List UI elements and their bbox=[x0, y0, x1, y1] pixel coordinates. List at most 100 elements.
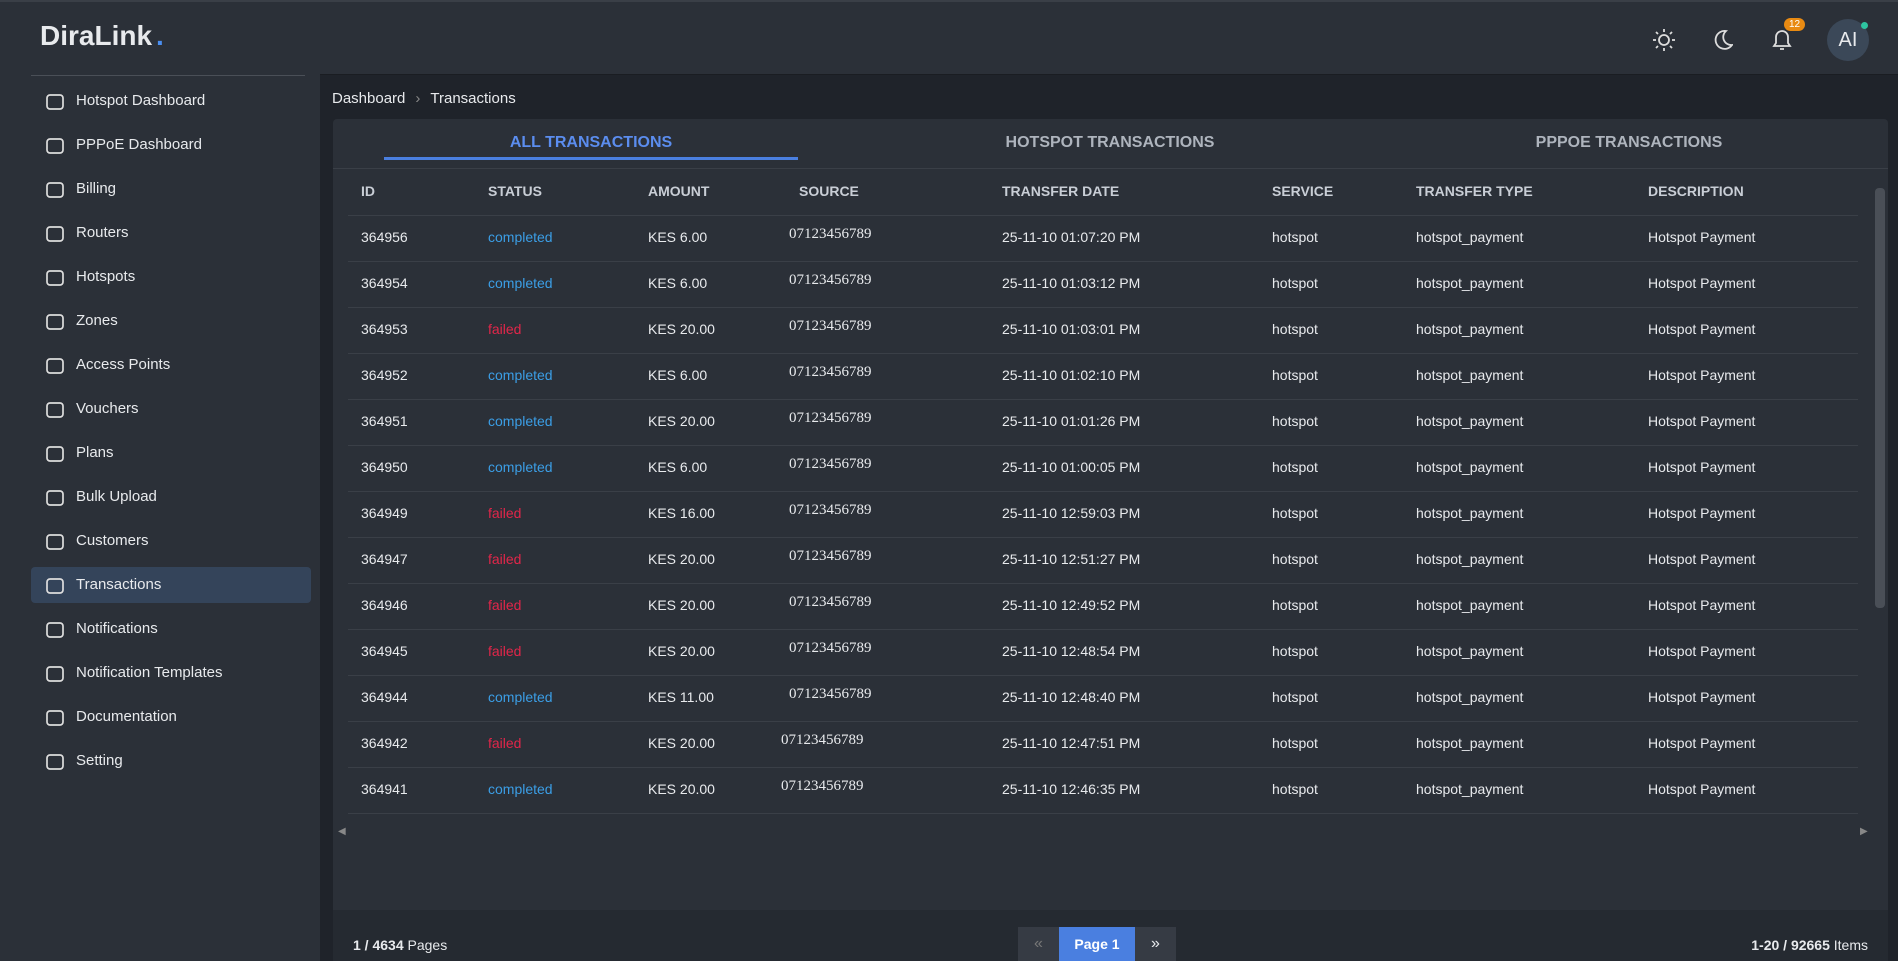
header-divider bbox=[348, 215, 1858, 216]
scroll-left[interactable]: ◀ bbox=[338, 826, 346, 837]
menu-item[interactable]: Transactions bbox=[31, 567, 311, 603]
table-cell: Hotspot Payment bbox=[1648, 781, 1755, 797]
prev-page[interactable]: « bbox=[1018, 927, 1059, 961]
menu-icon bbox=[45, 136, 65, 156]
row-divider bbox=[348, 629, 1858, 630]
table-cell: 25-11-10 12:46:35 PM bbox=[1002, 781, 1140, 797]
table-cell: hotspot_payment bbox=[1416, 551, 1523, 567]
vertical-scrollbar[interactable] bbox=[1875, 188, 1885, 608]
table-cell: Hotspot Payment bbox=[1648, 597, 1755, 613]
topbar: 12 AI bbox=[320, 0, 1898, 75]
tab[interactable]: PPPOE TRANSACTIONS bbox=[1536, 134, 1723, 152]
menu-item[interactable]: Notifications bbox=[31, 611, 311, 647]
table-cell: KES 20.00 bbox=[648, 781, 715, 797]
menu-icon bbox=[45, 356, 65, 376]
menu-icon bbox=[45, 532, 65, 552]
table-cell: 364954 bbox=[361, 275, 408, 291]
menu-item[interactable]: Hotspot Dashboard bbox=[31, 83, 311, 119]
table-cell: KES 20.00 bbox=[648, 413, 715, 429]
page-word: Pages bbox=[408, 937, 448, 953]
row-divider bbox=[348, 583, 1858, 584]
table-cell: hotspot_payment bbox=[1416, 413, 1523, 429]
table-cell: 25-11-10 01:02:10 PM bbox=[1002, 367, 1140, 383]
menu-item[interactable]: Documentation bbox=[31, 699, 311, 735]
next-page[interactable]: » bbox=[1135, 927, 1176, 961]
tab[interactable]: HOTSPOT TRANSACTIONS bbox=[1006, 134, 1215, 152]
tab[interactable]: ALL TRANSACTIONS bbox=[510, 134, 672, 152]
page-count: 1 / 4634 bbox=[353, 937, 404, 953]
table-cell: hotspot_payment bbox=[1416, 229, 1523, 245]
table-cell: hotspot bbox=[1272, 643, 1318, 659]
table-cell: hotspot bbox=[1272, 781, 1318, 797]
table-cell: Hotspot Payment bbox=[1648, 413, 1755, 429]
table-cell: 364942 bbox=[361, 735, 408, 751]
table-cell: 25-11-10 12:48:54 PM bbox=[1002, 643, 1140, 659]
table-cell: completed bbox=[488, 459, 553, 475]
menu-item[interactable]: Zones bbox=[31, 303, 311, 339]
menu-icon bbox=[45, 444, 65, 464]
table-cell: 07123456789 bbox=[789, 226, 872, 243]
table-cell: 364949 bbox=[361, 505, 408, 521]
table-cell: Hotspot Payment bbox=[1648, 643, 1755, 659]
table-cell: hotspot_payment bbox=[1416, 689, 1523, 705]
table-cell: KES 20.00 bbox=[648, 321, 715, 337]
table-cell: 07123456789 bbox=[789, 594, 872, 611]
menu-item[interactable]: PPPoE Dashboard bbox=[31, 127, 311, 163]
menu-item[interactable]: Vouchers bbox=[31, 391, 311, 427]
table-cell: 364941 bbox=[361, 781, 408, 797]
table-cell: hotspot_payment bbox=[1416, 505, 1523, 521]
scroll-right[interactable]: ▶ bbox=[1860, 826, 1868, 837]
table-cell: hotspot bbox=[1272, 597, 1318, 613]
row-divider bbox=[348, 445, 1858, 446]
table-cell: 364947 bbox=[361, 551, 408, 567]
menu-item[interactable]: Bulk Upload bbox=[31, 479, 311, 515]
table-cell: hotspot_payment bbox=[1416, 781, 1523, 797]
sidebar: DiraLink. Hotspot Dashboard PPPoE Dashboa… bbox=[0, 0, 320, 961]
table-cell: hotspot bbox=[1272, 551, 1318, 567]
table-cell: completed bbox=[488, 689, 553, 705]
menu-item[interactable]: Plans bbox=[31, 435, 311, 471]
logo: DiraLink. bbox=[40, 20, 164, 52]
menu-item[interactable]: Customers bbox=[31, 523, 311, 559]
table-cell: failed bbox=[488, 597, 521, 613]
current-page[interactable]: Page 1 bbox=[1059, 927, 1135, 961]
table-cell: KES 20.00 bbox=[648, 551, 715, 567]
table-cell: hotspot bbox=[1272, 505, 1318, 521]
row-divider bbox=[348, 261, 1858, 262]
table-cell: hotspot bbox=[1272, 689, 1318, 705]
column-header: DESCRIPTION bbox=[1648, 183, 1744, 199]
table-cell: 07123456789 bbox=[789, 272, 872, 289]
logo-dot: . bbox=[156, 20, 164, 51]
table-cell: 25-11-10 12:48:40 PM bbox=[1002, 689, 1140, 705]
table-cell: hotspot_payment bbox=[1416, 597, 1523, 613]
menu-item[interactable]: Setting bbox=[31, 743, 311, 779]
table-cell: 25-11-10 01:07:20 PM bbox=[1002, 229, 1140, 245]
menu-item[interactable]: Notification Templates bbox=[31, 655, 311, 691]
online-dot bbox=[1861, 22, 1868, 29]
tab-indicator bbox=[384, 157, 798, 160]
table-cell: Hotspot Payment bbox=[1648, 735, 1755, 751]
table-cell: 364945 bbox=[361, 643, 408, 659]
table-cell: 07123456789 bbox=[789, 456, 872, 473]
moon-icon[interactable] bbox=[1711, 29, 1733, 51]
table-cell: Hotspot Payment bbox=[1648, 551, 1755, 567]
sun-icon[interactable] bbox=[1653, 29, 1675, 51]
breadcrumb-link[interactable]: Dashboard bbox=[332, 90, 405, 107]
menu-item[interactable]: Access Points bbox=[31, 347, 311, 383]
table-cell: KES 11.00 bbox=[648, 689, 714, 705]
menu-item[interactable]: Routers bbox=[31, 215, 311, 251]
table-cell: hotspot bbox=[1272, 367, 1318, 383]
table-cell: completed bbox=[488, 367, 553, 383]
table-cell: completed bbox=[488, 229, 553, 245]
column-header: AMOUNT bbox=[648, 183, 709, 199]
table-cell: 364951 bbox=[361, 413, 408, 429]
menu-item[interactable]: Billing bbox=[31, 171, 311, 207]
menu-item[interactable]: Hotspots bbox=[31, 259, 311, 295]
table-cell: KES 20.00 bbox=[648, 597, 715, 613]
menu-icon bbox=[45, 268, 65, 288]
table-cell: hotspot_payment bbox=[1416, 459, 1523, 475]
menu-icon bbox=[45, 180, 65, 200]
table-cell: Hotspot Payment bbox=[1648, 689, 1755, 705]
items-count: 1-20 / 92665 bbox=[1751, 937, 1830, 953]
breadcrumb: Dashboard›Transactions bbox=[332, 90, 516, 107]
